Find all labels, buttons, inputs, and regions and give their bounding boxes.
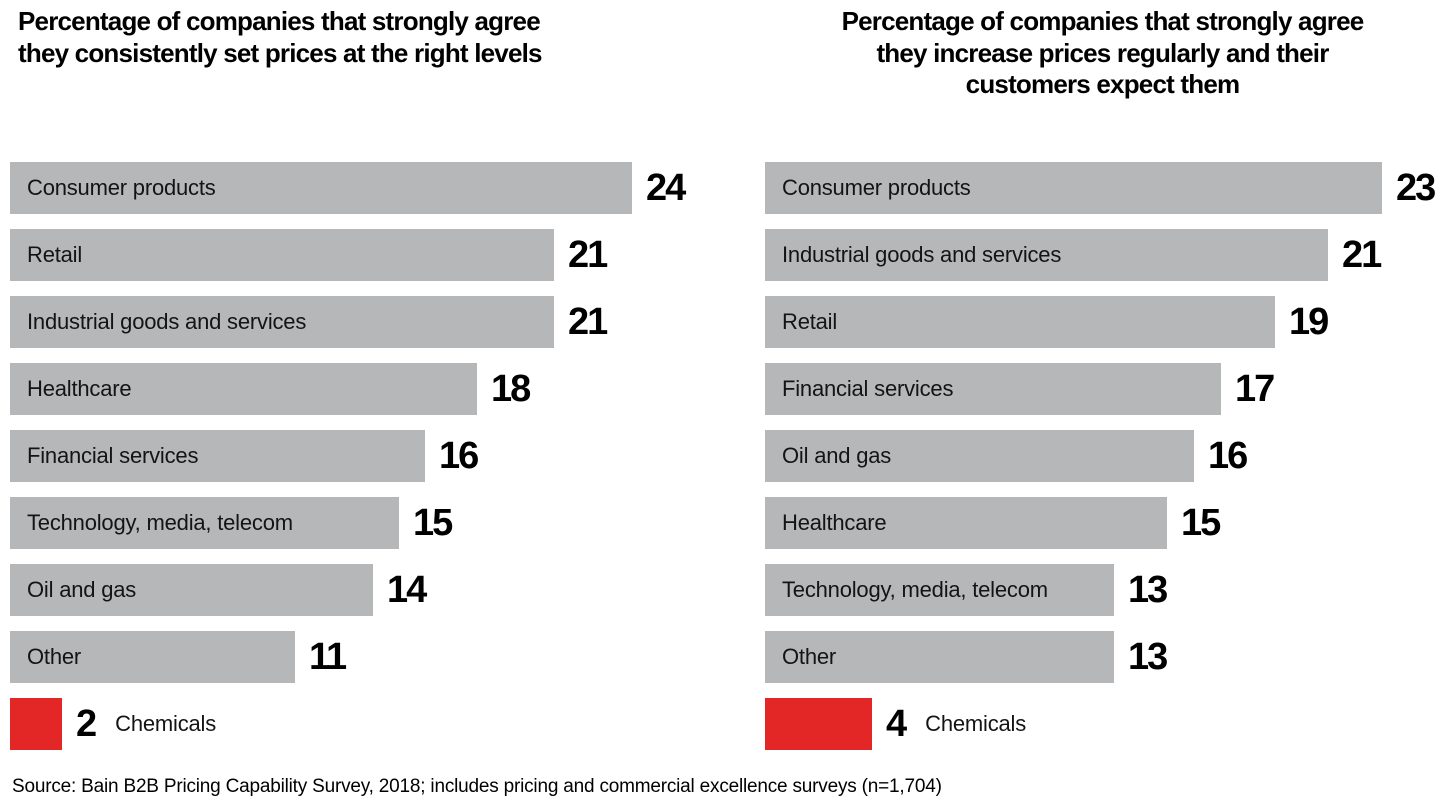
bar-value: 13 [1128,569,1168,611]
bar: Retail [10,229,554,281]
bar-label: Industrial goods and services [782,242,1062,267]
bar-label: Chemicals [925,711,1027,736]
bar-row: Financial services 16 [10,430,710,482]
chart-title-line: they consistently set prices at the righ… [18,37,542,68]
bar-label: Oil and gas [782,443,892,468]
bar-label: Retail [27,242,83,267]
bar-row: Healthcare 15 [765,497,1440,549]
bar: Other [765,631,1114,683]
bar-label: Financial services [782,376,954,401]
bar-value: 13 [1128,636,1168,678]
chart-title-line: they increase prices regularly and their [876,37,1329,68]
bar: Healthcare [765,497,1167,549]
bar-label: Healthcare [782,510,887,535]
bar-value: 15 [413,502,453,544]
bar-row: Consumer products 23 [765,162,1440,214]
bar: Oil and gas [10,564,373,616]
bar-label: Retail [782,309,838,334]
bar: Technology, media, telecom [10,497,399,549]
bar-value: 14 [387,569,427,611]
bar-value: 23 [1396,167,1436,209]
bar: Healthcare [10,363,477,415]
bar: Industrial goods and services [765,229,1328,281]
bar-label: Oil and gas [27,577,137,602]
bar: Technology, media, telecom [765,564,1114,616]
chart-title-line: Percentage of companies that strongly ag… [18,6,541,36]
bar-row: 4 Chemicals [765,698,1440,750]
bar-row: Financial services 17 [765,363,1440,415]
bar-highlighted [765,698,872,750]
bar-row: Industrial goods and services 21 [765,229,1440,281]
bar: Consumer products [10,162,632,214]
bar-value: 21 [568,234,608,276]
bar-label: Technology, media, telecom [782,577,1048,602]
bar-value: 19 [1289,301,1329,343]
bar-row: Other 11 [10,631,710,683]
bar-highlighted [10,698,62,750]
bar-label: Healthcare [27,376,132,401]
bar-row: Other 13 [765,631,1440,683]
bar-value: 4 [886,703,907,745]
chart-right: Percentage of companies that strongly ag… [765,0,1440,750]
bar-value: 16 [439,435,479,477]
bar-value: 16 [1208,435,1248,477]
bar-label: Other [27,644,82,669]
bar: Retail [765,296,1275,348]
bar: Consumer products [765,162,1382,214]
bar: Financial services [10,430,425,482]
chart-title: Percentage of companies that strongly ag… [10,0,710,69]
bar: Oil and gas [765,430,1194,482]
bar: Financial services [765,363,1221,415]
chart-title-line: Percentage of companies that strongly ag… [841,6,1365,36]
bar-row: Oil and gas 14 [10,564,710,616]
bar-value: 21 [1342,234,1382,276]
bar-row: Consumer products 24 [10,162,710,214]
bar-row: Oil and gas 16 [765,430,1440,482]
bar: Other [10,631,295,683]
source-note: Source: Bain B2B Pricing Capability Surv… [12,776,942,797]
bar-row: Retail 19 [765,296,1440,348]
chart-title-line: customers expect them [965,69,1240,100]
bar-label: Chemicals [115,711,217,736]
bar-label: Industrial goods and services [27,309,307,334]
bar-value: 18 [491,368,531,410]
bar-row: Healthcare 18 [10,363,710,415]
bar-value: 21 [568,301,608,343]
bar-row: Technology, media, telecom 15 [10,497,710,549]
bar-label: Other [782,644,837,669]
bar-label: Consumer products [782,175,971,200]
bars: Consumer products 23 Industrial goods and … [765,162,1440,765]
bar-label: Technology, media, telecom [27,510,293,535]
bar-value: 17 [1235,368,1275,410]
bar: Industrial goods and services [10,296,554,348]
bar-row: Technology, media, telecom 13 [765,564,1440,616]
bar-row: Industrial goods and services 21 [10,296,710,348]
bar-label: Financial services [27,443,199,468]
bar-value: 24 [646,167,686,209]
bar-value: 11 [309,636,347,678]
bars: Consumer products 24 Retail 21 Industrial go… [10,162,710,765]
chart-title: Percentage of companies that strongly ag… [765,0,1440,101]
bar-value: 2 [76,703,97,745]
bar-row: 2 Chemicals [10,698,710,750]
chart-left: Percentage of companies that strongly ag… [10,0,710,750]
bar-value: 15 [1181,502,1221,544]
bar-row: Retail 21 [10,229,710,281]
bar-label: Consumer products [27,175,216,200]
